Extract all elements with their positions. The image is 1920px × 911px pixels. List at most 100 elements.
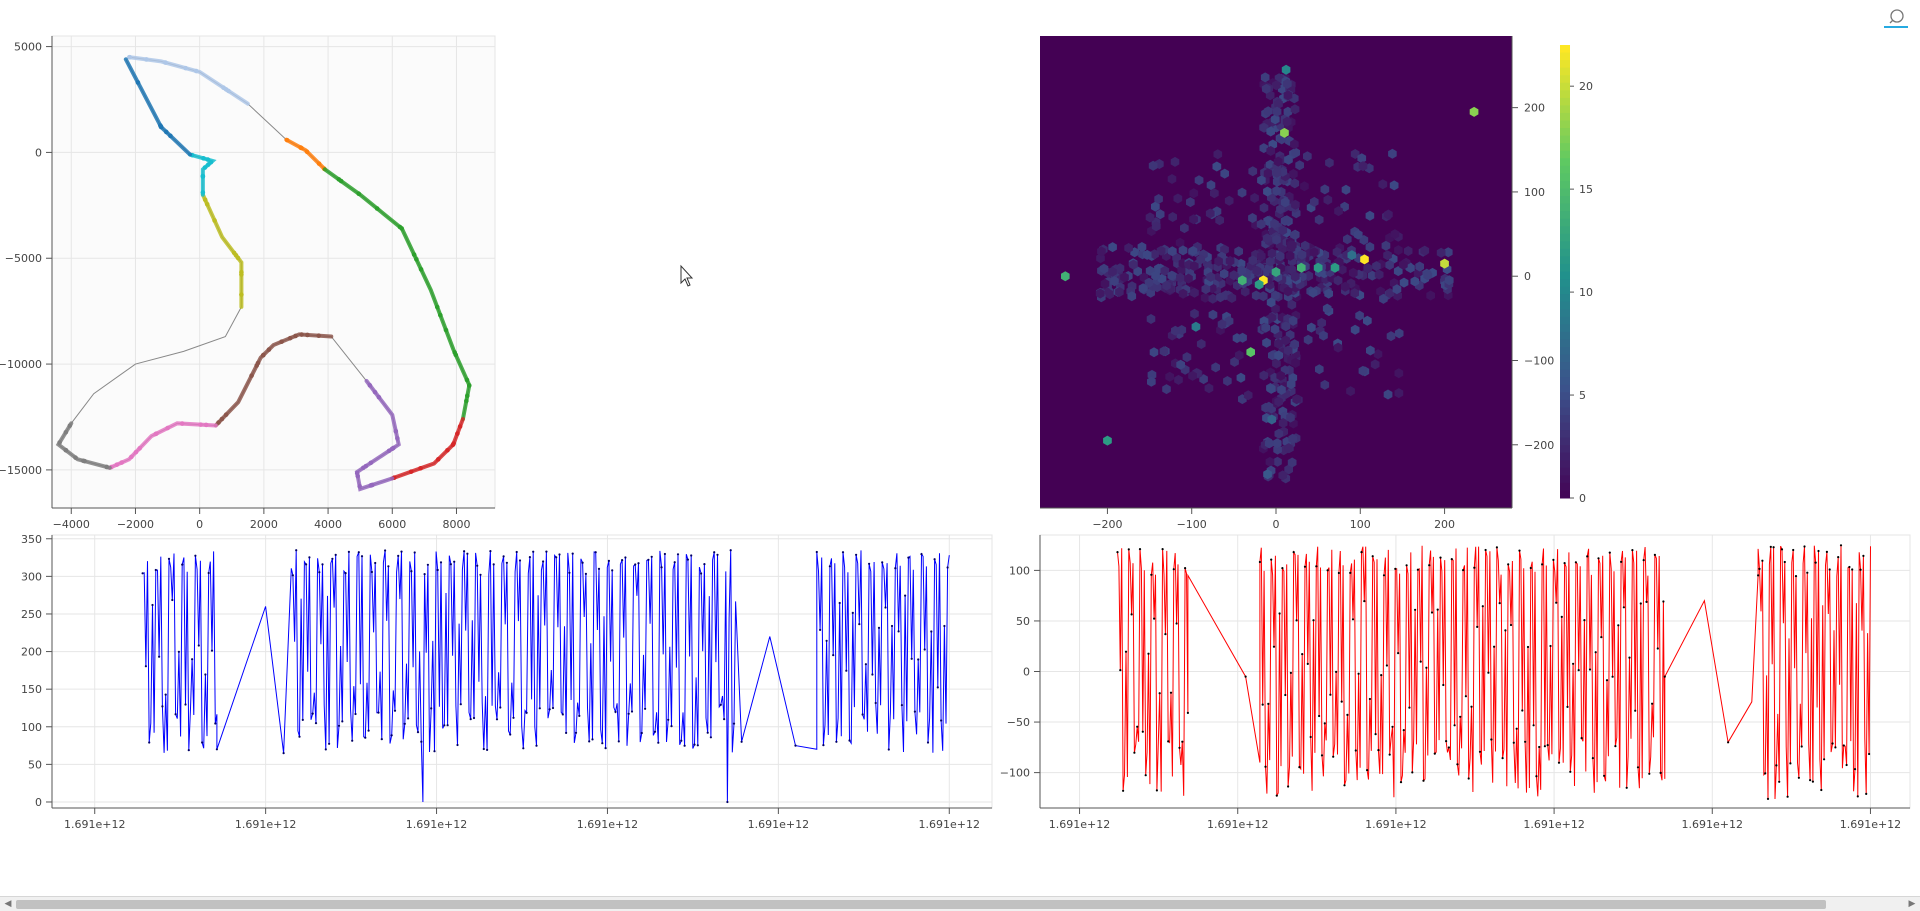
colorbar-swatch <box>1560 82 1570 91</box>
trace-point <box>436 568 439 572</box>
speed-trace-plot[interactable]: 1.691e+12 1.691e+12 1.691e+12 1.691e+12 1.69… <box>21 533 993 831</box>
hexbin-cell <box>1291 199 1300 210</box>
hover-tool-button[interactable] <box>1882 5 1910 29</box>
trace-point <box>384 549 387 552</box>
colorbar-swatch <box>1560 150 1570 159</box>
hexbin-cell <box>1188 370 1197 381</box>
track-point <box>239 292 244 297</box>
trace-point <box>397 554 400 558</box>
trace-point <box>449 563 452 566</box>
colorbar-swatch <box>1560 309 1570 318</box>
horizontal-scrollbar[interactable]: ◀ ▶ <box>0 896 1920 911</box>
trace-point <box>1848 565 1851 569</box>
trace-point <box>1124 650 1128 653</box>
hexbin-cell <box>1115 263 1125 274</box>
colorbar-swatch <box>1560 301 1570 310</box>
track-point <box>434 304 440 310</box>
hexbin-cell <box>1095 288 1105 299</box>
colorbar-swatch <box>1560 196 1570 205</box>
hexbin-cell-hot <box>1238 275 1247 286</box>
hexbin-cell <box>1297 249 1307 260</box>
hexbin-cell <box>1317 317 1326 328</box>
trace-point <box>295 549 298 552</box>
trace-point <box>1811 780 1814 783</box>
trace-point <box>917 658 920 661</box>
trace-point <box>936 686 939 689</box>
trace-point <box>1281 567 1284 570</box>
hexbin-cell <box>1223 376 1232 386</box>
trace-point <box>1295 619 1298 622</box>
hexbin-cell <box>1290 104 1300 115</box>
trace-point <box>1287 785 1290 788</box>
trace-point <box>845 669 848 672</box>
hexbin-cell <box>1323 194 1333 205</box>
track-point <box>418 466 423 471</box>
trace-point <box>1772 546 1775 549</box>
colorbar-swatch <box>1560 203 1570 212</box>
trace-point <box>1594 651 1597 654</box>
y-tick-label: −200 <box>1524 439 1554 452</box>
scrollbar-thumb[interactable] <box>16 900 1826 909</box>
trace-point <box>946 566 949 569</box>
hexbin-cell <box>1285 250 1295 261</box>
trace-point <box>509 733 512 736</box>
trace-point <box>305 563 308 566</box>
hexbin-cell <box>1145 212 1155 223</box>
trace-point <box>184 703 187 706</box>
hexbin-cell <box>1260 72 1270 83</box>
trace-point <box>1481 605 1484 608</box>
hexbin-cell <box>1212 161 1222 172</box>
trace-point <box>495 718 499 721</box>
accel-trace-plot[interactable]: 1.691e+12 1.691e+12 1.691e+12 1.691e+12 1.69… <box>1000 534 1911 831</box>
trace-point <box>141 572 144 575</box>
hexbin-cell <box>1208 309 1218 320</box>
scroll-right-button[interactable]: ▶ <box>1908 899 1916 909</box>
track-point <box>201 156 206 161</box>
trace-point <box>459 703 462 706</box>
trace-point <box>1450 558 1453 561</box>
trace-point <box>887 748 890 751</box>
trace-point <box>1175 622 1178 625</box>
x-tick-label: 1.691e+12 <box>235 818 296 831</box>
hexbin-cell <box>1266 383 1276 394</box>
scroll-left-button[interactable]: ◀ <box>4 899 12 909</box>
trace-point <box>528 556 532 559</box>
trace-point <box>630 710 634 713</box>
trace-point <box>545 550 548 553</box>
track-point <box>266 347 272 352</box>
track-point <box>63 447 69 453</box>
colorbar-swatch <box>1560 347 1570 356</box>
trace-point <box>1158 692 1161 695</box>
trace-point <box>1546 744 1549 747</box>
trace-point <box>571 552 574 555</box>
trace-point <box>904 594 907 597</box>
colorbar-swatch <box>1560 45 1570 54</box>
trace-point <box>828 565 832 568</box>
colorbar-swatch <box>1560 211 1570 220</box>
y-tick-label: −100 <box>1000 767 1030 780</box>
hexbin-cell <box>1165 371 1174 382</box>
colorbar-tick-label: 20 <box>1579 80 1593 93</box>
track-map-plot[interactable]: −4000 −2000 0 2000 4000 6000 8000 5000 0 −5000 −10… <box>0 35 496 531</box>
hexbin-cell <box>1309 247 1319 258</box>
trace-line <box>142 550 950 803</box>
hexbin-cell <box>1138 283 1148 294</box>
trace-point <box>794 744 797 747</box>
trace-point <box>1181 740 1184 743</box>
trace-point <box>568 571 571 574</box>
gforce-hexbin-plot[interactable]: −200 −100 0 100 200 200 100 0 −100 −200 0 5 10 15 20 <box>1040 36 1593 531</box>
track-point <box>233 253 239 258</box>
colorbar-swatch <box>1560 331 1570 340</box>
hexbin-cell <box>1256 219 1266 230</box>
trace-point <box>551 706 555 710</box>
trace-line <box>1117 545 1871 800</box>
hexbin-cell <box>1399 259 1408 270</box>
hexbin-cell <box>1267 248 1277 259</box>
trace-point <box>476 564 479 567</box>
trace-point <box>1380 674 1383 677</box>
hexbin-cell <box>1314 214 1324 225</box>
track-point <box>393 428 399 434</box>
hexbin-cell <box>1224 195 1234 206</box>
trace-point <box>308 556 311 559</box>
hexbin-cell <box>1353 229 1363 240</box>
